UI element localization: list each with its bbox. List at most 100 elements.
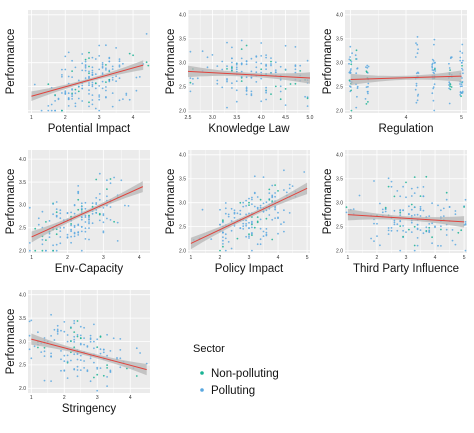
data-point xyxy=(274,195,276,198)
data-point xyxy=(416,237,419,239)
data-point xyxy=(222,239,224,242)
data-point xyxy=(88,222,90,225)
y-tick-label: 4.0 xyxy=(336,153,343,159)
data-point xyxy=(294,64,297,67)
data-point xyxy=(227,215,230,218)
data-point xyxy=(30,319,33,322)
data-point xyxy=(240,57,243,60)
data-point xyxy=(74,88,77,91)
data-point xyxy=(413,244,416,247)
data-point xyxy=(59,227,62,229)
data-point xyxy=(431,69,434,71)
data-point xyxy=(230,220,233,222)
data-point xyxy=(71,95,73,98)
data-point xyxy=(102,230,105,233)
fit-line xyxy=(31,186,144,238)
data-point xyxy=(73,346,76,349)
data-point xyxy=(55,208,58,211)
data-point xyxy=(73,320,76,322)
data-point xyxy=(135,76,138,79)
data-point xyxy=(77,85,80,88)
data-point xyxy=(419,207,422,210)
data-point xyxy=(431,242,433,245)
y-tick-label: 3.0 xyxy=(336,60,343,66)
data-point xyxy=(277,211,279,214)
data-point xyxy=(236,237,239,240)
data-point xyxy=(224,207,227,210)
data-point xyxy=(67,98,70,101)
y-axis-label: Performance xyxy=(322,29,334,95)
data-point xyxy=(102,213,105,215)
data-point xyxy=(73,331,76,333)
data-point xyxy=(245,205,248,207)
data-point xyxy=(80,226,83,228)
data-point xyxy=(64,68,67,71)
x-tick-label: 2 xyxy=(376,255,379,261)
data-point xyxy=(294,68,297,71)
data-point xyxy=(59,212,62,215)
data-point xyxy=(59,242,62,245)
data-point xyxy=(416,52,419,55)
data-point xyxy=(74,92,77,95)
data-point xyxy=(91,69,94,72)
data-point xyxy=(206,66,209,69)
data-point xyxy=(102,351,105,354)
data-point xyxy=(440,228,442,231)
y-tick-label: 4.0 xyxy=(179,153,186,159)
data-point xyxy=(109,371,112,373)
data-point xyxy=(94,82,97,85)
data-point xyxy=(265,231,268,234)
data-point xyxy=(201,50,204,53)
data-point xyxy=(67,51,70,54)
x-axis-label: Policy Impact xyxy=(215,263,284,275)
data-point xyxy=(461,85,463,88)
data-point xyxy=(76,369,79,371)
data-point xyxy=(259,243,262,246)
data-point xyxy=(106,385,108,387)
y-tick-label: 2.0 xyxy=(336,108,343,114)
data-point xyxy=(28,320,31,323)
data-point xyxy=(256,220,259,223)
data-point xyxy=(108,80,111,83)
data-point xyxy=(102,207,105,209)
data-point xyxy=(111,76,114,79)
data-point xyxy=(433,43,435,46)
data-point xyxy=(231,57,233,60)
data-point xyxy=(80,249,83,252)
data-point xyxy=(231,46,233,49)
data-point xyxy=(242,222,245,225)
data-point xyxy=(448,62,450,65)
data-point xyxy=(356,95,358,98)
data-point xyxy=(250,93,253,95)
data-point xyxy=(251,198,253,201)
data-point xyxy=(89,357,92,360)
data-point xyxy=(240,63,243,66)
data-point xyxy=(265,64,267,67)
data-point xyxy=(48,232,51,235)
data-point xyxy=(265,228,268,230)
data-point xyxy=(95,178,98,181)
y-tick-label: 2.5 xyxy=(336,224,343,230)
data-point xyxy=(119,366,122,369)
x-tick-label: 2 xyxy=(63,395,66,401)
data-point xyxy=(96,346,99,349)
y-tick-label: 4.0 xyxy=(19,157,26,163)
data-point xyxy=(64,93,67,95)
data-point xyxy=(80,216,83,218)
data-point xyxy=(67,92,70,95)
panel-policy-impact: 1 2 3 4 5 2.0 2.5 3.0 3.5 4.0 Policy Impact Perform… xyxy=(165,150,310,275)
data-point xyxy=(73,212,76,215)
data-point xyxy=(231,82,233,85)
data-point xyxy=(88,221,90,223)
data-point xyxy=(445,228,448,231)
y-axis-label: Performance xyxy=(5,169,17,235)
data-point xyxy=(402,225,404,227)
data-point xyxy=(88,214,90,217)
data-point xyxy=(425,230,428,232)
data-point xyxy=(94,87,97,90)
data-point xyxy=(50,313,52,316)
data-point xyxy=(84,214,87,217)
data-point xyxy=(460,83,463,86)
data-point xyxy=(54,94,56,96)
data-point xyxy=(95,203,98,206)
